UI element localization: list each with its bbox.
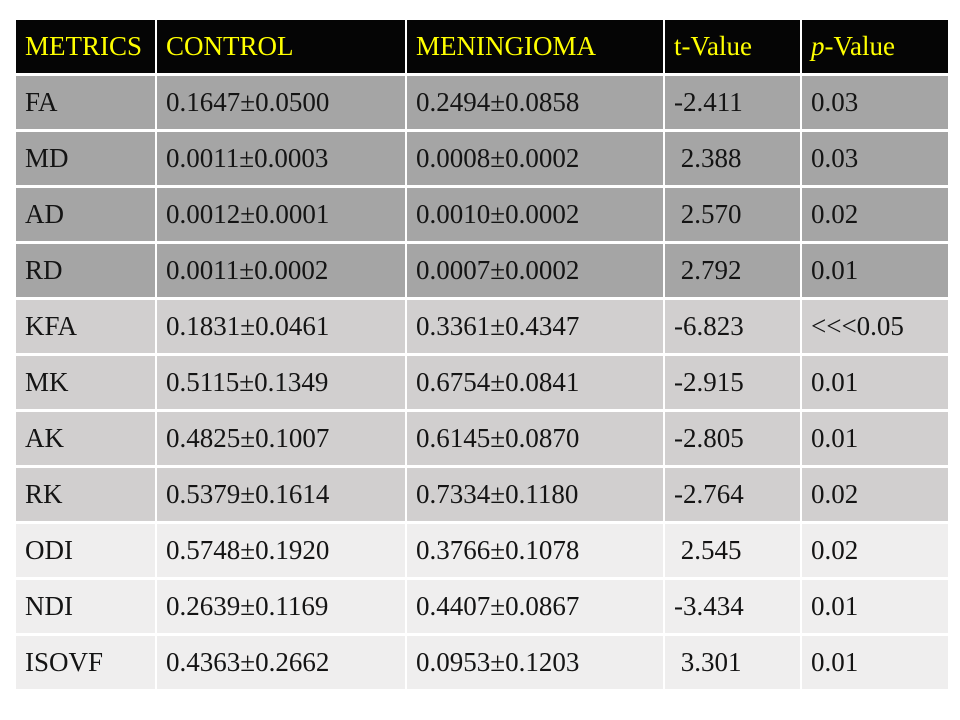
metrics-comparison-table: METRICS CONTROL MENINGIOMA t-Value p-Val…	[14, 17, 950, 692]
cell-p-value: 0.02	[800, 521, 950, 580]
cell-control: 0.1831±0.0461	[155, 297, 407, 356]
header-label: CONTROL	[166, 31, 294, 61]
cell-metric: KFA	[14, 297, 157, 356]
cell-p-value: 0.03	[800, 73, 950, 132]
header-label: -Value	[824, 31, 895, 61]
table-row: MD 0.0011±0.0003 0.0008±0.0002 2.388 0.0…	[14, 129, 950, 188]
table-row: AD 0.0012±0.0001 0.0010±0.0002 2.570 0.0…	[14, 185, 950, 244]
table-row: MK 0.5115±0.1349 0.6754±0.0841 -2.915 0.…	[14, 353, 950, 412]
column-header-metrics: METRICS	[14, 17, 157, 76]
cell-control: 0.4363±0.2662	[155, 633, 407, 692]
cell-meningioma: 0.4407±0.0867	[405, 577, 665, 636]
cell-t-value: 2.570	[663, 185, 802, 244]
header-label: t-Value	[674, 31, 752, 61]
cell-control: 0.2639±0.1169	[155, 577, 407, 636]
table-row: ISOVF 0.4363±0.2662 0.0953±0.1203 3.301 …	[14, 633, 950, 692]
cell-meningioma: 0.0010±0.0002	[405, 185, 665, 244]
column-header-t-value: t-Value	[663, 17, 802, 76]
table-row: RK 0.5379±0.1614 0.7334±0.1180 -2.764 0.…	[14, 465, 950, 524]
cell-metric: MK	[14, 353, 157, 412]
cell-meningioma: 0.6145±0.0870	[405, 409, 665, 468]
cell-p-value: 0.01	[800, 409, 950, 468]
cell-p-value: 0.01	[800, 577, 950, 636]
cell-control: 0.0011±0.0002	[155, 241, 407, 300]
column-header-p-value: p-Value	[800, 17, 950, 76]
table-row: RD 0.0011±0.0002 0.0007±0.0002 2.792 0.0…	[14, 241, 950, 300]
cell-meningioma: 0.2494±0.0858	[405, 73, 665, 132]
cell-control: 0.5379±0.1614	[155, 465, 407, 524]
cell-meningioma: 0.6754±0.0841	[405, 353, 665, 412]
cell-p-value: <<<0.05	[800, 297, 950, 356]
table-row: FA 0.1647±0.0500 0.2494±0.0858 -2.411 0.…	[14, 73, 950, 132]
cell-metric: MD	[14, 129, 157, 188]
cell-p-value: 0.01	[800, 241, 950, 300]
cell-control: 0.5115±0.1349	[155, 353, 407, 412]
cell-p-value: 0.02	[800, 185, 950, 244]
cell-meningioma: 0.3766±0.1078	[405, 521, 665, 580]
cell-metric: ISOVF	[14, 633, 157, 692]
header-label: METRICS	[25, 31, 143, 61]
header-italic-prefix: p	[811, 31, 825, 61]
cell-t-value: -2.915	[663, 353, 802, 412]
table-row: KFA 0.1831±0.0461 0.3361±0.4347 -6.823 <…	[14, 297, 950, 356]
table-row: AK 0.4825±0.1007 0.6145±0.0870 -2.805 0.…	[14, 409, 950, 468]
cell-metric: ODI	[14, 521, 157, 580]
cell-t-value: -2.805	[663, 409, 802, 468]
column-header-meningioma: MENINGIOMA	[405, 17, 665, 76]
cell-p-value: 0.03	[800, 129, 950, 188]
cell-metric: FA	[14, 73, 157, 132]
cell-control: 0.5748±0.1920	[155, 521, 407, 580]
cell-p-value: 0.02	[800, 465, 950, 524]
cell-meningioma: 0.0007±0.0002	[405, 241, 665, 300]
cell-t-value: 2.388	[663, 129, 802, 188]
cell-metric: NDI	[14, 577, 157, 636]
cell-control: 0.0011±0.0003	[155, 129, 407, 188]
cell-meningioma: 0.7334±0.1180	[405, 465, 665, 524]
cell-t-value: 2.545	[663, 521, 802, 580]
cell-metric: AD	[14, 185, 157, 244]
cell-control: 0.1647±0.0500	[155, 73, 407, 132]
table-header-row: METRICS CONTROL MENINGIOMA t-Value p-Val…	[14, 17, 950, 76]
cell-t-value: -2.764	[663, 465, 802, 524]
cell-metric: RD	[14, 241, 157, 300]
cell-t-value: 3.301	[663, 633, 802, 692]
cell-t-value: 2.792	[663, 241, 802, 300]
column-header-control: CONTROL	[155, 17, 407, 76]
cell-meningioma: 0.3361±0.4347	[405, 297, 665, 356]
table-row: NDI 0.2639±0.1169 0.4407±0.0867 -3.434 0…	[14, 577, 950, 636]
header-label: MENINGIOMA	[416, 31, 596, 61]
cell-meningioma: 0.0008±0.0002	[405, 129, 665, 188]
cell-t-value: -2.411	[663, 73, 802, 132]
cell-metric: AK	[14, 409, 157, 468]
cell-control: 0.0012±0.0001	[155, 185, 407, 244]
cell-p-value: 0.01	[800, 633, 950, 692]
table-row: ODI 0.5748±0.1920 0.3766±0.1078 2.545 0.…	[14, 521, 950, 580]
cell-metric: RK	[14, 465, 157, 524]
cell-t-value: -6.823	[663, 297, 802, 356]
cell-meningioma: 0.0953±0.1203	[405, 633, 665, 692]
cell-t-value: -3.434	[663, 577, 802, 636]
cell-control: 0.4825±0.1007	[155, 409, 407, 468]
cell-p-value: 0.01	[800, 353, 950, 412]
